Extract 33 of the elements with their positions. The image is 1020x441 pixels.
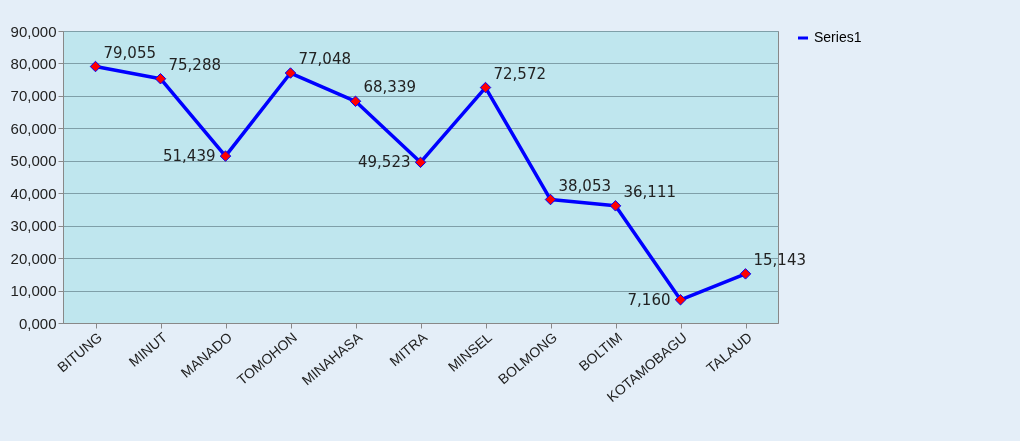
y-tick-label: 20,000 bbox=[10, 249, 57, 267]
data-label: 68,339 bbox=[363, 78, 416, 97]
data-label: 15,143 bbox=[753, 250, 806, 269]
data-label: 7,160 bbox=[627, 290, 671, 309]
point bbox=[479, 81, 492, 94]
y-tick-label: 50,000 bbox=[10, 152, 57, 170]
data-label: 72,572 bbox=[493, 64, 546, 83]
legend-label: Series1 bbox=[814, 29, 862, 45]
data-label: 49,523 bbox=[358, 153, 411, 172]
point bbox=[739, 268, 752, 280]
data-label: 51,439 bbox=[163, 147, 216, 166]
y-tick-label: 30,000 bbox=[10, 217, 57, 235]
point bbox=[544, 193, 557, 206]
point bbox=[219, 150, 232, 162]
y-tick-label: 60,000 bbox=[10, 119, 57, 137]
data-label: 38,053 bbox=[558, 176, 611, 195]
point bbox=[414, 156, 427, 169]
y-tick-label: 10,000 bbox=[10, 282, 57, 300]
point bbox=[674, 294, 687, 306]
y-tick-label: 70,000 bbox=[10, 87, 57, 105]
point bbox=[154, 72, 167, 85]
point bbox=[284, 67, 297, 79]
point bbox=[349, 95, 362, 108]
y-tick-label: 0,000 bbox=[18, 314, 57, 332]
point bbox=[609, 200, 622, 212]
data-label: 79,055 bbox=[103, 43, 156, 62]
data-label: 36,111 bbox=[623, 182, 676, 201]
y-tick-label: 80,000 bbox=[10, 54, 57, 72]
point bbox=[89, 60, 102, 73]
y-tick-label: 90,000 bbox=[10, 22, 57, 40]
data-label: 77,048 bbox=[298, 50, 351, 69]
y-tick-label: 40,000 bbox=[10, 184, 57, 202]
data-label: 75,288 bbox=[168, 55, 221, 74]
